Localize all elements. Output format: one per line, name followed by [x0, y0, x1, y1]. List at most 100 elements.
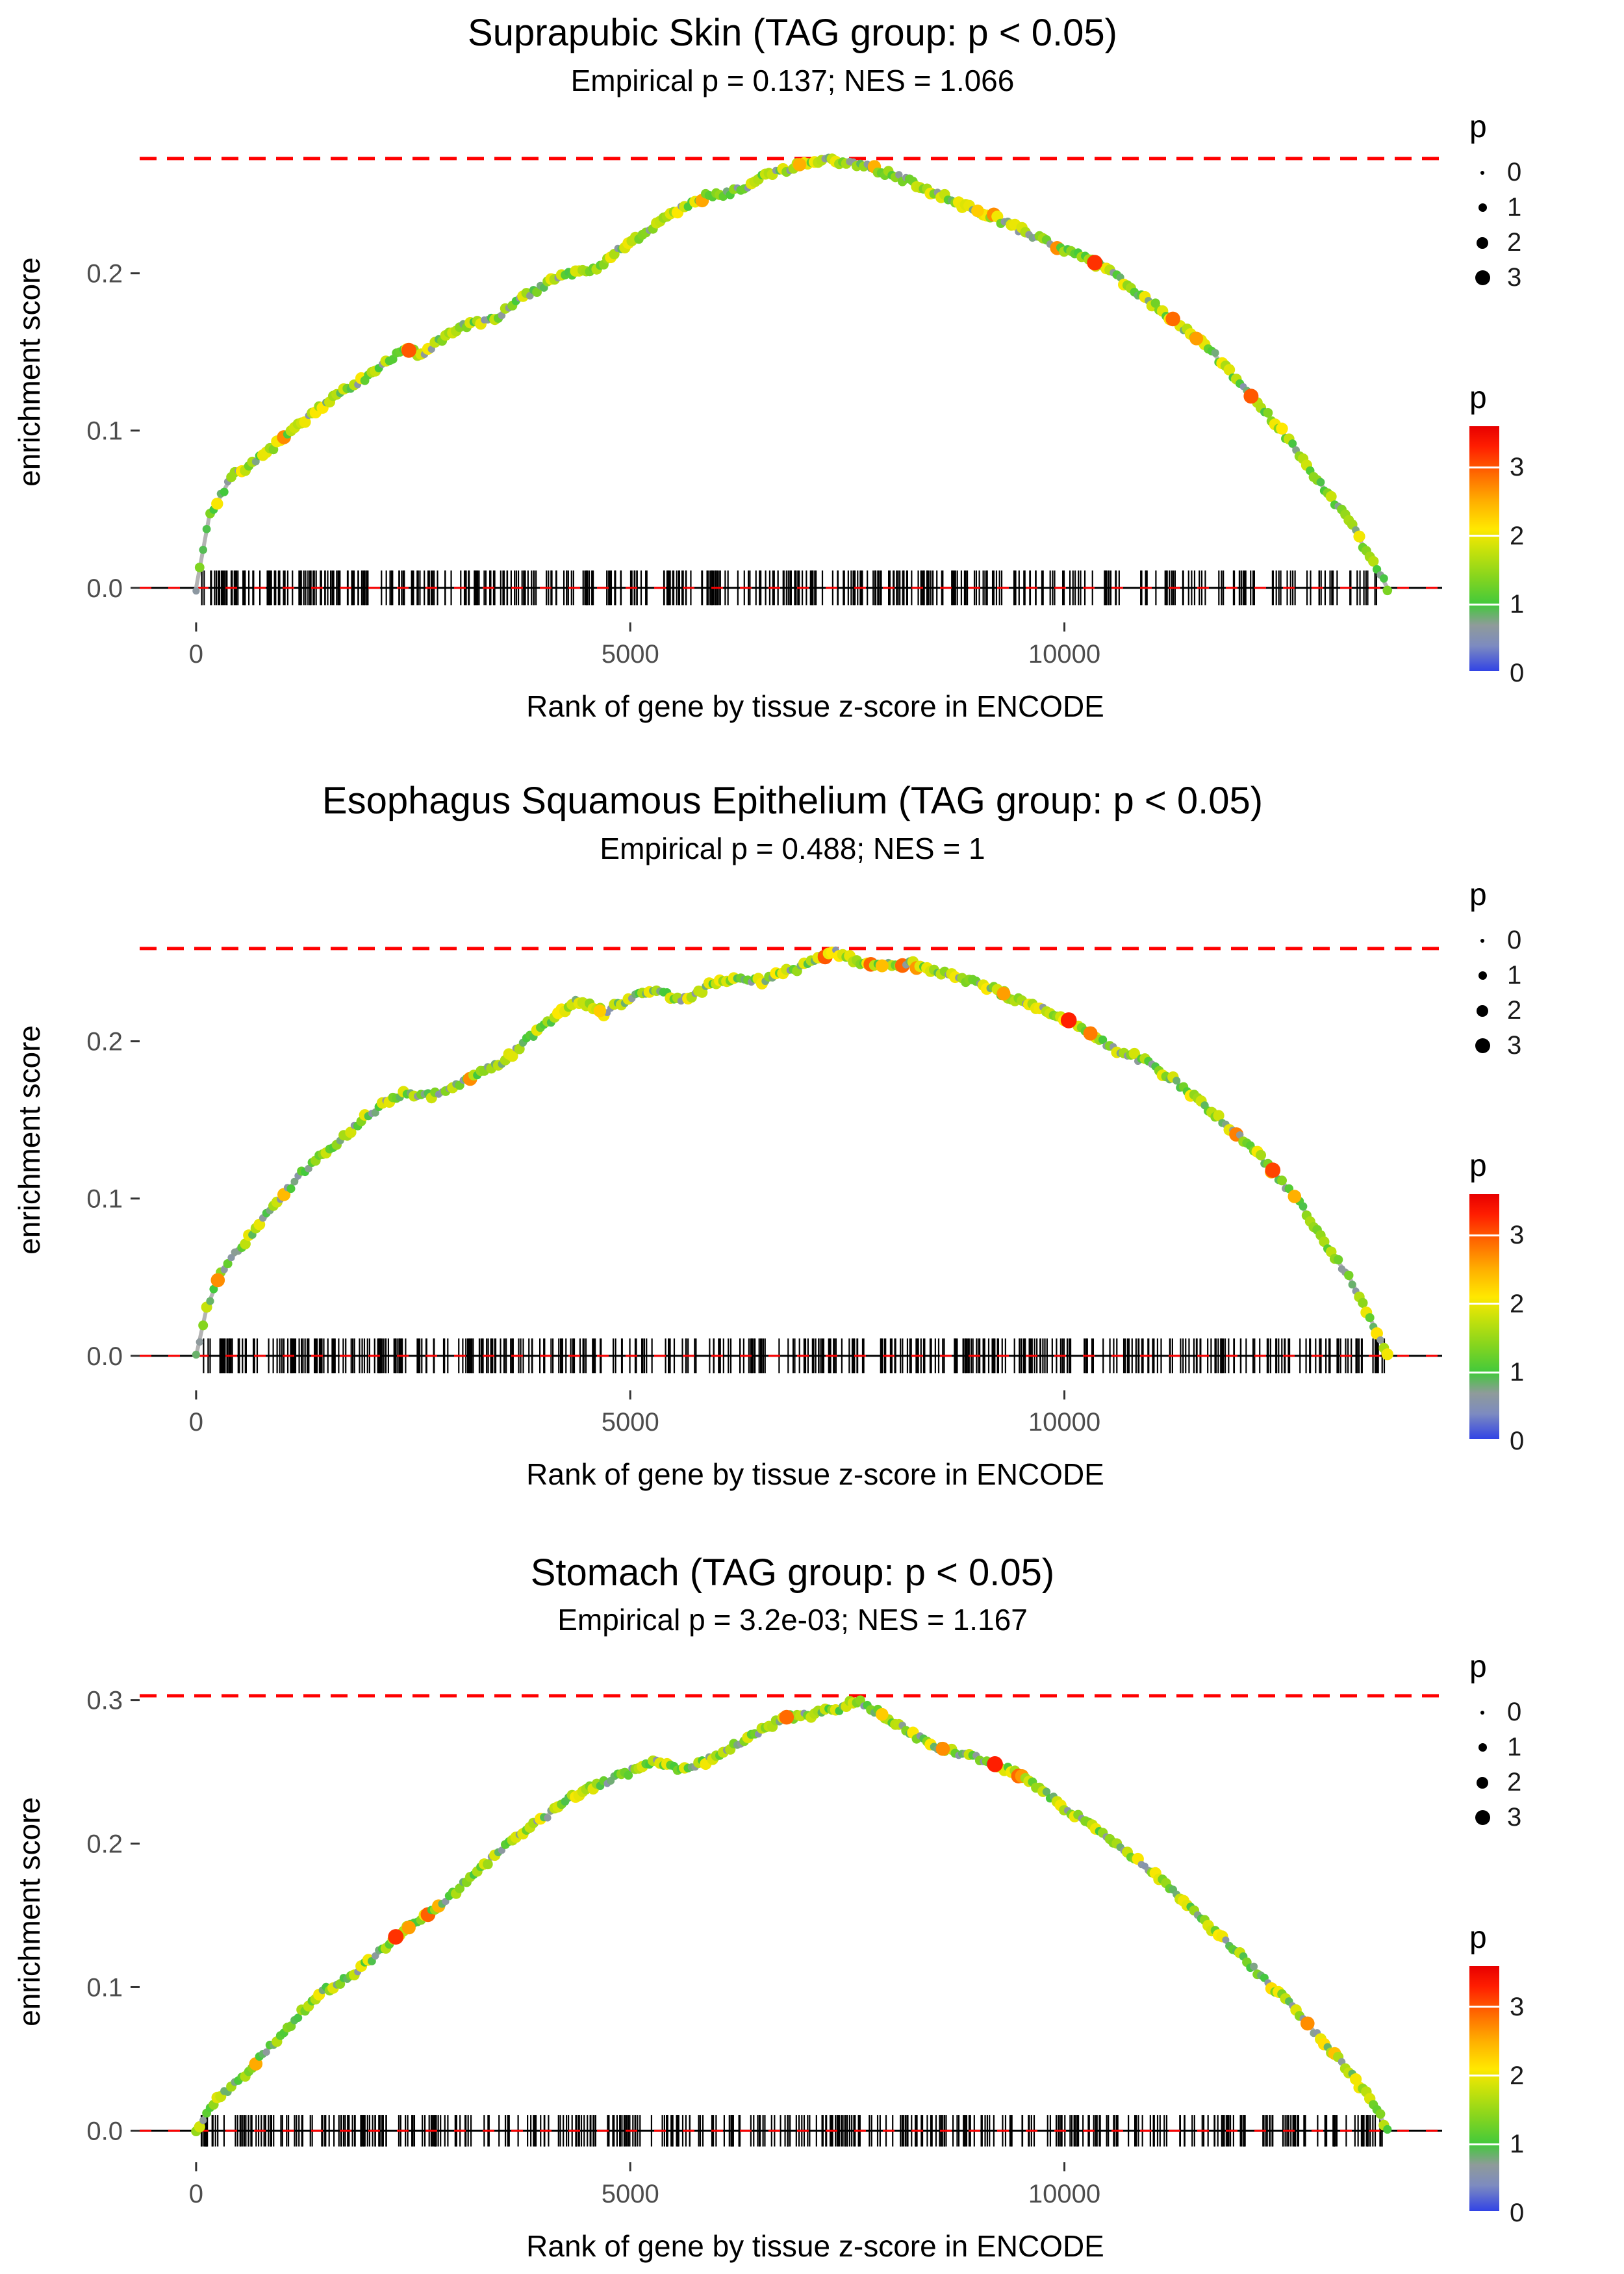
panel-subtitle: Empirical p = 3.2e-03; NES = 1.167: [557, 1603, 1028, 1637]
size-legend-label: 1: [1507, 193, 1522, 222]
size-legend-dot: [1477, 1004, 1488, 1017]
colorbar-tick-label: 2: [1510, 521, 1525, 550]
x-axis-title: Rank of gene by tissue z-score in ENCODE: [526, 2229, 1104, 2263]
panel-title: Esophagus Squamous Epithelium (TAG group…: [322, 779, 1263, 822]
size-legend-dot: [1480, 170, 1484, 175]
colorbar-tick-label: 2: [1510, 2061, 1525, 2090]
svg-text:0.0: 0.0: [86, 574, 123, 603]
colorbar-tick: [1469, 2006, 1499, 2008]
size-legend-label: 0: [1507, 1698, 1522, 1727]
size-legend-label: 3: [1507, 1031, 1522, 1060]
x-axis-title: Rank of gene by tissue z-score in ENCODE: [526, 1457, 1104, 1491]
svg-text:0: 0: [189, 640, 203, 669]
size-legend-dot: [1475, 1810, 1490, 1826]
size-legend-label: 2: [1507, 996, 1522, 1025]
svg-text:0.0: 0.0: [86, 2117, 123, 2145]
svg-text:0.0: 0.0: [86, 1342, 123, 1371]
panel-title: Suprapubic Skin (TAG group: p < 0.05): [468, 12, 1117, 54]
y-axis-title: enrichment score: [12, 1025, 46, 1255]
x-axis-title-wrap: Rank of gene by tissue z-score in ENCODE: [114, 2229, 1517, 2264]
panel-subtitle: Empirical p = 0.488; NES = 1: [600, 831, 985, 865]
colorbar-legend-title: p: [1469, 1920, 1487, 1955]
size-legend-item: 3: [1469, 1028, 1521, 1064]
curve-points: [192, 153, 1393, 595]
colorbar-tick-label: 1: [1510, 590, 1525, 619]
x-axis-title: Rank of gene by tissue z-score in ENCODE: [526, 689, 1104, 723]
svg-text:10000: 10000: [1028, 1408, 1100, 1437]
colorbar-tick: [1469, 2143, 1499, 2145]
panel-header: Esophagus Squamous Epithelium (TAG group…: [68, 780, 1517, 867]
size-legend-dot: [1478, 971, 1487, 980]
svg-text:0: 0: [189, 2180, 203, 2208]
size-legend-title: p: [1469, 1649, 1487, 1684]
size-legend-dot: [1478, 203, 1487, 212]
colorbar-tick-label: 3: [1510, 1992, 1525, 2021]
svg-text:5000: 5000: [602, 1408, 659, 1437]
enrichment-curve: [194, 1698, 1389, 2132]
highlight-points: [388, 1707, 1315, 2030]
colorbar-gradient: [1469, 426, 1499, 673]
axes: 0 5000 10000 0.0 0.1 0.2 0.3: [86, 1686, 1100, 2208]
svg-text:10000: 10000: [1028, 640, 1100, 669]
size-legend-title: p: [1469, 109, 1487, 144]
colorbar-tick: [1469, 1371, 1499, 1373]
size-legend-item: 2: [1469, 1765, 1521, 1800]
svg-text:0.2: 0.2: [86, 260, 123, 288]
colorbar-gradient: [1469, 1194, 1499, 1441]
x-axis-title-wrap: Rank of gene by tissue z-score in ENCODE: [114, 1457, 1517, 1492]
panel-title: Stomach (TAG group: p < 0.05): [530, 1551, 1055, 1594]
y-axis-title: enrichment score: [12, 1797, 46, 2027]
svg-text:10000: 10000: [1028, 2180, 1100, 2208]
svg-text:5000: 5000: [602, 640, 659, 669]
curve-points: [192, 946, 1393, 1361]
colorbar-tick: [1469, 2075, 1499, 2076]
size-legend-label: 3: [1507, 1803, 1522, 1832]
size-legend-dot: [1475, 1038, 1490, 1054]
size-legend-label: 3: [1507, 263, 1522, 292]
axes: 0 5000 10000 0.0 0.1 0.2: [86, 1027, 1100, 1436]
size-legend-label: 1: [1507, 961, 1522, 990]
size-legend-dot: [1477, 236, 1488, 249]
y-axis-title-wrap: enrichment score: [6, 257, 52, 487]
colorbar-tick-label: 2: [1510, 1289, 1525, 1318]
size-legend-item: 3: [1469, 1800, 1521, 1835]
size-legend-item: 3: [1469, 261, 1521, 296]
size-legend-label: 0: [1507, 926, 1522, 955]
size-legend-label: 0: [1507, 158, 1522, 187]
colorbar-gradient: [1469, 1965, 1499, 2213]
size-legend-dot: [1477, 1776, 1488, 1789]
colorbar-tick-label: 3: [1510, 453, 1525, 482]
highlight-points: [401, 157, 1259, 404]
axes: 0 5000 10000 0.0 0.1 0.2: [86, 260, 1100, 669]
size-legend-label: 1: [1507, 1733, 1522, 1762]
colorbar-tick-label: 3: [1510, 1221, 1525, 1250]
svg-text:0.3: 0.3: [86, 1686, 123, 1715]
svg-text:5000: 5000: [602, 2180, 659, 2208]
panel-subtitle: Empirical p = 0.137; NES = 1.066: [570, 63, 1015, 97]
size-legend-dot: [1480, 938, 1484, 943]
colorbar-tick-label: 0: [1510, 1426, 1525, 1455]
colorbar-tick-label: 1: [1510, 1358, 1525, 1387]
y-axis-title-wrap: enrichment score: [6, 1797, 52, 2026]
colorbar-legend-title: p: [1469, 380, 1487, 415]
curve-points: [191, 1695, 1392, 2136]
colorbar-tick: [1469, 603, 1499, 606]
y-axis-title: enrichment score: [12, 257, 46, 487]
size-legend-item: 2: [1469, 993, 1521, 1028]
size-legend-item: 1: [1469, 1730, 1521, 1765]
colorbar-tick-label: 0: [1510, 658, 1525, 687]
y-axis-title-wrap: enrichment score: [6, 1025, 52, 1255]
colorbar-legend: p 0 1 2 3: [1469, 1148, 1524, 1454]
enrichment-plot: 0 5000 10000 0.0 0.1 0.2: [86, 946, 1442, 1437]
colorbar-tick: [1469, 2210, 1499, 2213]
size-legend-label: 2: [1507, 1768, 1522, 1797]
